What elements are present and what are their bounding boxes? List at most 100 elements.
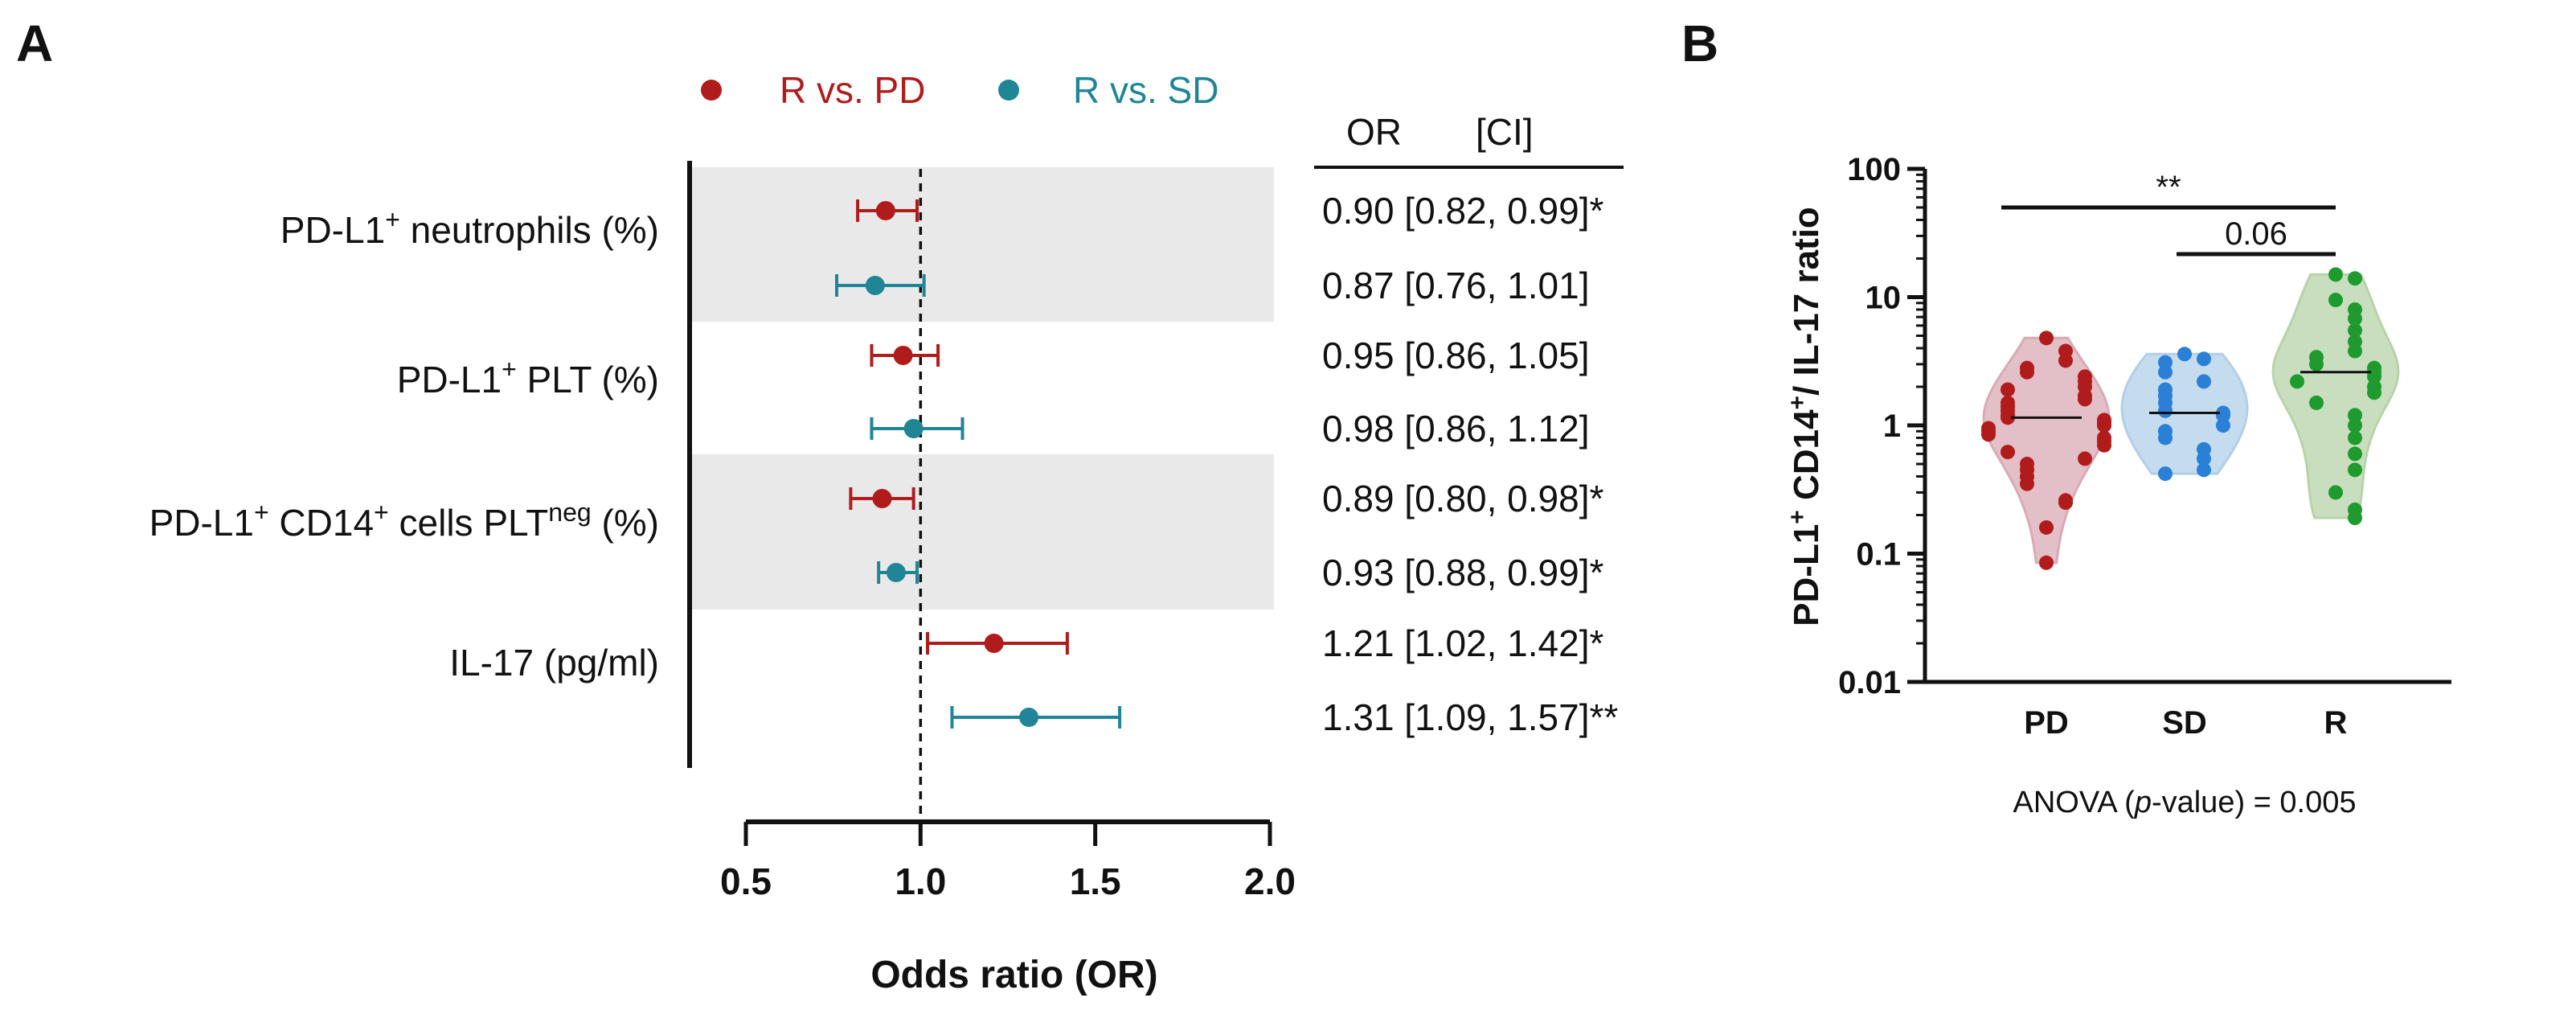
mark-row3-r-vs-sd <box>950 706 1122 729</box>
point-pd-0 <box>2039 331 2054 346</box>
legend-marker-r-vs-sd <box>998 80 1019 101</box>
row-label-1-label_main: PD-L1 <box>397 359 502 400</box>
point-pd-30 <box>2020 476 2034 491</box>
row-label-2-label_mid: CD14 <box>269 502 374 544</box>
violins <box>1982 273 2400 565</box>
point-sd-3 <box>2158 364 2173 380</box>
point-r-21 <box>2348 462 2362 478</box>
median-lines <box>2011 371 2371 419</box>
row-label-2-label_sup3: neg <box>548 498 591 527</box>
row-label-3-label_main: IL-17 (pg/ml) <box>449 642 659 684</box>
point-sd-11 <box>2216 418 2230 433</box>
point-r-15 <box>2367 385 2381 400</box>
point-pd-8 <box>2001 382 2015 397</box>
point-r-9 <box>2309 356 2324 372</box>
mark-row2-r-vs-sd <box>877 561 919 584</box>
point-r-4 <box>2348 311 2362 326</box>
row-label-2-label_sup: + <box>254 498 269 527</box>
point-r-1 <box>2348 271 2362 286</box>
y-title-part-c: / IL-17 ratio <box>1787 207 1826 396</box>
x-axis-title: Odds ratio (OR) <box>870 954 1157 996</box>
or-point <box>984 634 1004 653</box>
mark-row2-r-vs-pd <box>849 487 915 510</box>
row-label-0: PD-L1+ neutrophils (%) <box>281 205 659 251</box>
point-r-0 <box>2328 267 2343 282</box>
row-label-1-label_rest: PLT (%) <box>517 359 659 400</box>
row-shade-0 <box>692 167 1274 322</box>
or-ci-text-row2-r-vs-sd: 0.93 [0.88, 0.99]* <box>1322 552 1603 593</box>
anova-note-suffix: -value) = 0.005 <box>2152 786 2357 819</box>
panel-letter-a: A <box>16 14 53 72</box>
y-title-part-a: PD-L1 <box>1787 524 1826 626</box>
legend-marker-r-vs-pd <box>701 80 722 101</box>
mark-row0-r-vs-pd <box>856 199 919 222</box>
or-point <box>893 346 913 365</box>
or-point <box>886 563 906 582</box>
x-tick-label-3: 2.0 <box>1244 860 1296 902</box>
x-tick-label-1: 1.0 <box>895 860 946 902</box>
bracket-label-sd-r: 0.06 <box>2225 216 2287 252</box>
legend-label-r-vs-pd: R vs. PD <box>780 69 925 111</box>
legend: R vs. PD R vs. SD <box>701 69 1218 111</box>
panel-letter-b: B <box>1681 14 1718 72</box>
or-ci-text-row3-r-vs-pd: 1.21 [1.02, 1.42]* <box>1322 622 1603 664</box>
x-label-r: R <box>2324 705 2348 741</box>
point-sd-1 <box>2197 351 2211 367</box>
point-pd-2 <box>2058 353 2073 368</box>
row-label-0-label_rest: neutrophils (%) <box>400 209 659 251</box>
point-r-20 <box>2348 446 2362 462</box>
bracket-label-pd-r: ** <box>2156 170 2181 205</box>
mark-row1-r-vs-pd <box>870 344 940 367</box>
or-point <box>875 201 895 220</box>
row-label-2: PD-L1+ CD14+ cells PLTneg (%) <box>149 498 659 544</box>
point-pd-32 <box>2058 495 2073 511</box>
or-ci-text-row1-r-vs-sd: 0.98 [0.86, 1.12] <box>1322 408 1590 450</box>
forest-marks <box>835 199 1122 729</box>
violin-pd <box>1982 336 2111 565</box>
point-pd-33 <box>2039 519 2054 535</box>
or-ci-text-row0-r-vs-sd: 0.87 [0.76, 1.01] <box>1322 265 1590 306</box>
y-tick-label-2: 1 <box>1883 409 1901 444</box>
point-pd-18 <box>2097 418 2111 433</box>
or-point <box>903 419 924 438</box>
y-axis-title: PD-L1+ CD14+/ IL-17 ratio <box>1784 207 1827 626</box>
point-r-17 <box>2348 408 2362 423</box>
x-label-pd: PD <box>2024 705 2069 741</box>
point-pd-10 <box>2078 392 2092 407</box>
point-sd-17 <box>2158 466 2173 482</box>
y-title-part-b: CD14 <box>1787 409 1826 510</box>
or-point <box>1019 708 1039 727</box>
data-points <box>1981 267 2381 570</box>
or-point <box>872 489 892 508</box>
point-r-16 <box>2309 395 2324 410</box>
point-r-2 <box>2328 293 2343 308</box>
significance-brackets: ** 0.06 <box>2001 170 2336 257</box>
y-tick-label-0: 0.01 <box>1838 665 1901 700</box>
or-ci-column: 0.90 [0.82, 0.99]* 0.87 [0.76, 1.01] 0.95 … <box>1322 190 1618 738</box>
point-pd-24 <box>2097 437 2111 453</box>
row-shade-2 <box>692 454 1274 610</box>
forest-plot: R vs. PD R vs. SD OR [CI] PD-L1+ neutrop… <box>149 69 1624 996</box>
point-r-19 <box>2348 430 2362 445</box>
mark-row0-r-vs-sd <box>835 274 926 297</box>
row-label-3: IL-17 (pg/ml) <box>449 642 659 684</box>
point-r-24 <box>2348 511 2362 526</box>
row-label-0-label_sup: + <box>385 205 400 234</box>
y-title-sup-1: + <box>1784 510 1811 524</box>
point-sd-13 <box>2158 430 2173 445</box>
or-ci-text-row2-r-vs-pd: 0.89 [0.80, 0.98]* <box>1322 478 1603 519</box>
legend-label-r-vs-sd: R vs. SD <box>1073 69 1218 111</box>
x-axis-labels: PD SD R <box>2024 705 2347 741</box>
point-sd-10 <box>2216 408 2230 423</box>
or-ci-text-row1-r-vs-pd: 0.95 [0.86, 1.05] <box>1322 335 1590 376</box>
point-sd-16 <box>2197 462 2211 478</box>
or-point <box>865 276 885 295</box>
point-pd-25 <box>2001 445 2015 460</box>
y-tick-label-4: 100 <box>1847 152 1901 187</box>
point-pd-34 <box>2039 555 2054 570</box>
row-label-1-label_sup: + <box>502 355 517 384</box>
mark-row1-r-vs-sd <box>870 417 964 440</box>
y-tick-label-3: 10 <box>1865 281 1902 316</box>
violin-r <box>2271 273 2400 519</box>
